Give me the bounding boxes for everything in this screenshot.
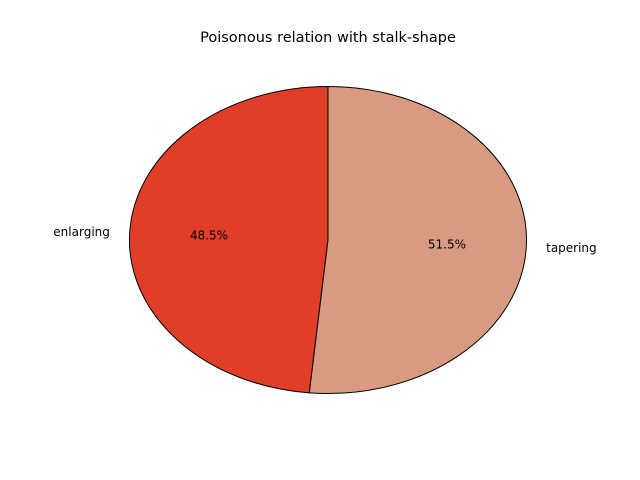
- slice-label-enlarging: enlarging: [53, 225, 110, 239]
- chart-title: Poisonous relation with stalk-shape: [200, 30, 456, 46]
- pie-slice-enlarging: [128, 86, 329, 394]
- pie-percent-labels: 48.5% 51.5%: [190, 229, 466, 252]
- percent-label-enlarging: 48.5%: [190, 229, 228, 243]
- pie-slice-labels: enlarging tapering: [53, 225, 596, 255]
- slice-label-tapering: tapering: [546, 241, 597, 255]
- percent-label-tapering: 51.5%: [428, 237, 466, 251]
- pie-slices: [128, 86, 527, 394]
- pie-slice-tapering: [308, 86, 527, 394]
